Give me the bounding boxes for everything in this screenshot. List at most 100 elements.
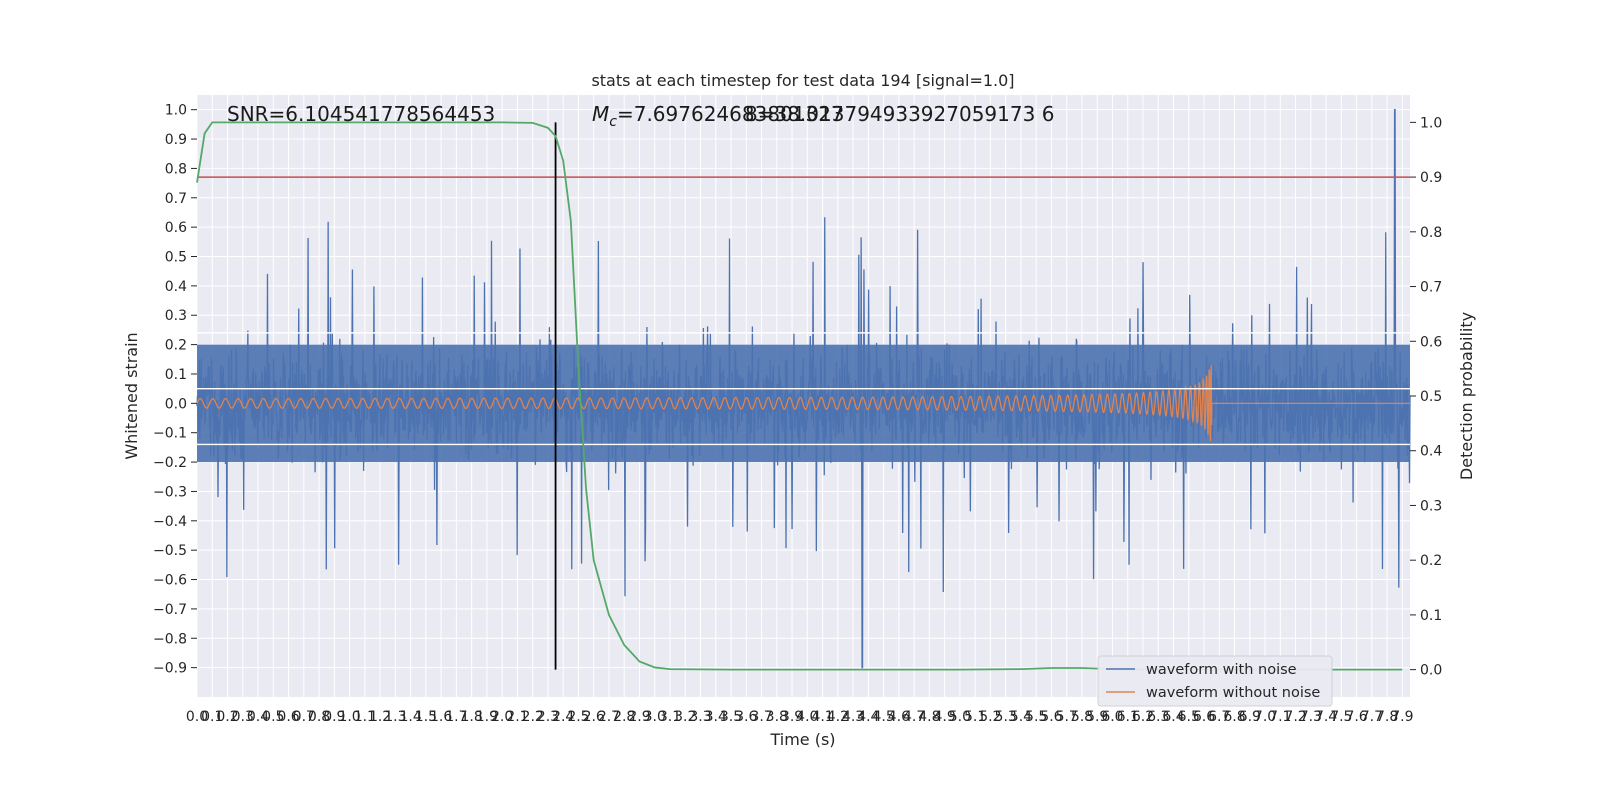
x-tick-label: 1.1	[354, 709, 376, 725]
x-tick-label: 4.4	[857, 709, 879, 725]
x-tick-label: 6.4	[1162, 709, 1184, 725]
x-tick-label: 2.1	[506, 709, 528, 725]
x-tick-label: 3.5	[720, 709, 742, 725]
x-tick-label: 0.0	[186, 709, 208, 725]
x-tick-label: 6.9	[1239, 709, 1261, 725]
y-right-tick-label: 0.5	[1420, 389, 1442, 405]
x-tick-label: 5.3	[995, 709, 1017, 725]
clean-line	[196, 365, 1410, 442]
x-tick-label: 7.3	[1300, 709, 1322, 725]
x-tick-label: 1.4	[399, 709, 421, 725]
y-left-tick-label: −0.4	[153, 514, 187, 530]
right-y-axis-label: Detection probability	[1457, 312, 1476, 480]
x-tick-label: 6.1	[1117, 709, 1139, 725]
x-tick-label: 6.0	[1101, 709, 1123, 725]
left-y-axis-ticks: −0.9 −0.8 −0.7 −0.6 −0.5 −0.4 −0.3 −0.2 −0.1 0.0 0…	[153, 103, 197, 677]
x-tick-label: 0.5	[262, 709, 284, 725]
y-left-tick-label: −0.6	[153, 573, 187, 589]
y-left-tick-label: −0.1	[153, 426, 187, 442]
y-right-tick-label: 0.2	[1420, 553, 1442, 569]
y-left-tick-label: 0.6	[165, 220, 187, 236]
x-tick-label: 1.7	[445, 709, 467, 725]
y-right-tick-label: 0.9	[1420, 170, 1442, 186]
x-tick-label: 0.3	[232, 709, 254, 725]
x-tick-label: 6.6	[1193, 709, 1215, 725]
x-tick-label: 5.1	[964, 709, 986, 725]
x-tick-label: 3.6	[735, 709, 757, 725]
snr-annotation: SNR=6.104541778564453	[227, 102, 495, 126]
y-right-tick-label: 0.8	[1420, 225, 1442, 241]
left-y-axis-label: Whitened strain	[122, 332, 141, 459]
x-tick-label: 0.7	[293, 709, 315, 725]
x-tick-label: 6.3	[1147, 709, 1169, 725]
x-tick-label: 4.1	[811, 709, 833, 725]
y-left-tick-label: 0.8	[165, 161, 187, 177]
x-tick-label: 7.5	[1330, 709, 1352, 725]
y-left-tick-label: −0.9	[153, 661, 187, 677]
x-tick-label: 2.3	[537, 709, 559, 725]
x-tick-label: 4.0	[796, 709, 818, 725]
legend-label-noise: waveform with noise	[1146, 662, 1297, 678]
x-tick-label: 3.7	[750, 709, 772, 725]
x-tick-label: 1.2	[369, 709, 391, 725]
x-tick-label: 4.3	[842, 709, 864, 725]
chirp-mass-symbol: M	[592, 102, 609, 126]
x-tick-label: 5.9	[1086, 709, 1108, 725]
x-tick-label: 4.2	[827, 709, 849, 725]
y-left-tick-label: 0.5	[165, 250, 187, 266]
x-axis-ticks: 0.00.10.20.30.40.50.60.70.80.91.01.11.21…	[186, 709, 1414, 725]
series-detection-probability	[196, 121, 1403, 671]
x-tick-label: 4.7	[903, 709, 925, 725]
x-tick-label: 5.0	[949, 709, 971, 725]
x-tick-label: 0.1	[201, 709, 223, 725]
legend: waveform with noise waveform without noi…	[1097, 655, 1333, 707]
x-tick-label: 3.9	[781, 709, 803, 725]
x-tick-label: 1.8	[461, 709, 483, 725]
right-y-axis-ticks: 0.0 0.1 0.2 0.3 0.4 0.5 0.6 0.7 0.8 0.9 1.0	[1410, 115, 1442, 679]
x-tick-label: 0.9	[323, 709, 345, 725]
x-tick-label: 0.2	[216, 709, 238, 725]
x-tick-label: 2.8	[613, 709, 635, 725]
x-tick-label: 2.7	[598, 709, 620, 725]
x-tick-label: 6.8	[1223, 709, 1245, 725]
y-left-tick-label: −0.5	[153, 543, 187, 559]
x-tick-label: 7.0	[1254, 709, 1276, 725]
x-tick-label: 4.9	[934, 709, 956, 725]
y-left-tick-label: 0.3	[165, 308, 187, 324]
overlays	[197, 122, 1410, 670]
x-tick-label: 5.7	[1056, 709, 1078, 725]
x-tick-label: 2.4	[552, 709, 574, 725]
x-tick-label: 2.5	[567, 709, 589, 725]
legend-box	[1097, 655, 1333, 707]
y-left-tick-label: 0.4	[165, 279, 187, 295]
x-tick-label: 2.9	[628, 709, 650, 725]
x-tick-label: 5.5	[1025, 709, 1047, 725]
x-tick-label: 7.4	[1315, 709, 1337, 725]
x-tick-label: 7.1	[1269, 709, 1291, 725]
x-tick-label: 5.2	[979, 709, 1001, 725]
x-axis-label: Time (s)	[769, 730, 835, 749]
chirp-mass-annotation: Mc=7.697624683801327	[592, 102, 844, 130]
x-tick-label: 6.2	[1132, 709, 1154, 725]
x-tick-label: 3.2	[674, 709, 696, 725]
y-left-tick-label: −0.3	[153, 484, 187, 500]
y-left-tick-label: 0.7	[165, 191, 187, 207]
x-tick-label: 7.9	[1391, 709, 1413, 725]
x-tick-label: 1.5	[415, 709, 437, 725]
y-right-tick-label: 0.0	[1420, 663, 1442, 679]
x-tick-label: 5.6	[1040, 709, 1062, 725]
x-tick-label: 0.6	[277, 709, 299, 725]
x-tick-label: 6.5	[1178, 709, 1200, 725]
y-left-tick-label: 0.9	[165, 132, 187, 148]
series-waveform-without-noise	[196, 365, 1410, 442]
chirp-mass-value: =7.697624683801327	[617, 102, 844, 126]
chart-title: stats at each timestep for test data 194…	[591, 71, 1014, 90]
chirp-mass-subscript: c	[609, 114, 617, 130]
x-tick-label: 4.5	[872, 709, 894, 725]
y-left-tick-label: −0.8	[153, 631, 187, 647]
probability-line	[196, 121, 1403, 671]
x-tick-label: 3.3	[689, 709, 711, 725]
x-tick-label: 5.8	[1071, 709, 1093, 725]
x-tick-label: 7.2	[1284, 709, 1306, 725]
